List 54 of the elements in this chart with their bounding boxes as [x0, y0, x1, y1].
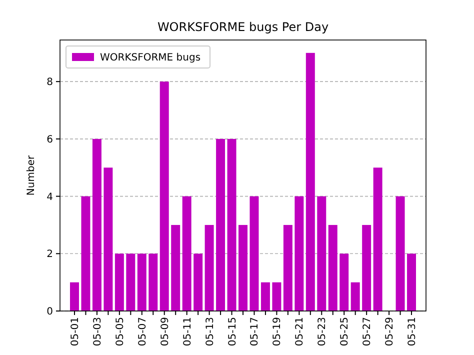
bar — [317, 196, 326, 311]
bar — [407, 254, 416, 311]
bar — [350, 282, 360, 311]
y-tick-label: 4 — [46, 192, 53, 203]
bar — [272, 282, 282, 311]
x-tick-label: 05-17 — [250, 317, 261, 346]
x-tick-label: 05-27 — [362, 317, 374, 346]
y-tick-label: 0 — [46, 306, 53, 318]
x-tick-label: 05-29 — [384, 317, 396, 346]
chart-title: WORKSFORME bugs Per Day — [157, 20, 329, 34]
bar — [306, 52, 315, 311]
legend-label: WORKSFORME bugs — [100, 52, 201, 64]
bar — [114, 254, 124, 311]
bar — [194, 254, 203, 311]
x-tick-label: 05-23 — [317, 317, 328, 346]
bar — [373, 168, 382, 311]
x-tick-label: 05-25 — [340, 317, 351, 346]
bar — [396, 196, 405, 311]
y-tick-label: 6 — [46, 134, 53, 146]
y-tick-label: 2 — [46, 249, 53, 260]
bar — [104, 168, 113, 311]
bar — [70, 282, 79, 311]
x-tick-label: 05-15 — [227, 317, 238, 346]
bar — [362, 224, 372, 311]
x-tick-label: 05-13 — [204, 317, 216, 346]
bar — [160, 82, 169, 311]
bar — [92, 138, 102, 311]
bar — [126, 254, 136, 311]
x-tick-label: 05-01 — [70, 317, 81, 346]
bar — [171, 224, 180, 311]
bar — [294, 196, 304, 311]
bar — [328, 224, 338, 311]
x-tick-label: 05-21 — [294, 317, 306, 346]
x-tick-label: 05-05 — [114, 317, 126, 346]
x-tick-label: 05-11 — [182, 317, 194, 346]
y-tick-label: 8 — [46, 77, 53, 88]
x-tick-label: 05-09 — [160, 317, 171, 346]
x-tick-label: 05-31 — [407, 317, 418, 346]
x-tick-label: 05-19 — [272, 317, 284, 346]
bar — [182, 196, 192, 311]
bar — [250, 196, 259, 311]
bar — [227, 138, 236, 311]
bar — [238, 224, 248, 311]
bar — [81, 196, 90, 311]
bar — [148, 254, 158, 311]
y-axis-title: Number — [26, 154, 37, 196]
x-tick-label: 05-07 — [137, 317, 148, 346]
x-tick-label: 05-03 — [92, 317, 104, 346]
bar — [283, 224, 292, 311]
bar — [204, 224, 214, 311]
bar — [340, 254, 349, 311]
bar — [260, 282, 270, 311]
bar — [216, 138, 226, 311]
bar — [137, 254, 146, 311]
